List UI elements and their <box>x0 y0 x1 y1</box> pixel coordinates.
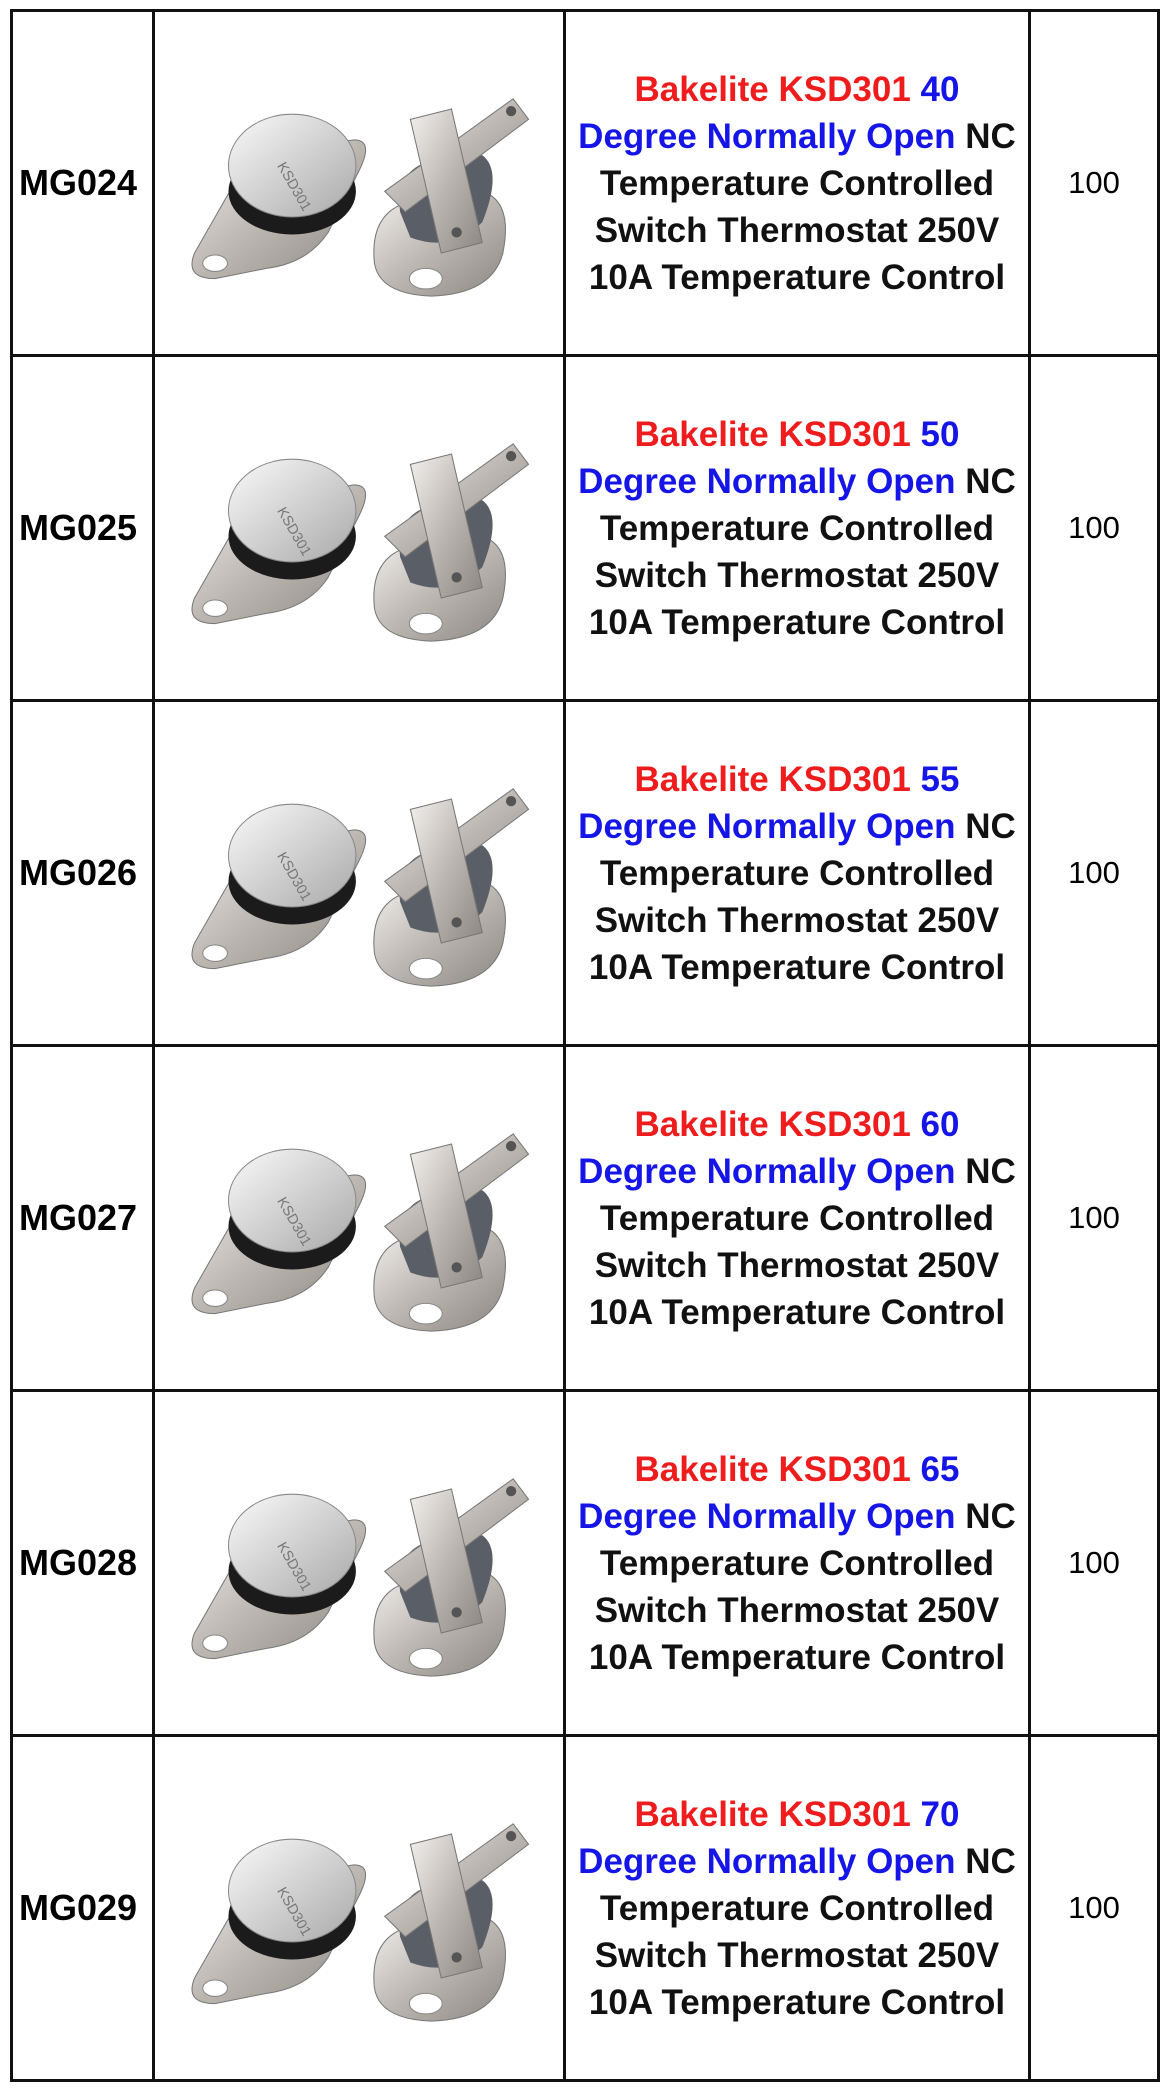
table-row: MG024 Bakelite KSD301 40 Degree Normally … <box>12 11 1159 356</box>
product-code: MG024 <box>12 11 154 356</box>
product-description: Bakelite KSD301 50 Degree Normally Open … <box>565 356 1030 701</box>
product-image <box>154 356 565 701</box>
title-red: Bakelite KSD301 <box>635 1795 911 1834</box>
product-table: MG024 Bakelite KSD301 40 Degree Normally … <box>10 9 1160 2082</box>
thermostat-image <box>174 1091 544 1341</box>
table-row: MG027 Bakelite KSD301 60 Degree Normally … <box>12 1046 1159 1391</box>
quantity: 100 <box>1030 701 1159 1046</box>
table-row: MG028 Bakelite KSD301 65 Degree Normally … <box>12 1391 1159 1736</box>
title-red: Bakelite KSD301 <box>635 1105 911 1144</box>
quantity: 100 <box>1030 1046 1159 1391</box>
quantity: 100 <box>1030 11 1159 356</box>
product-code: MG029 <box>12 1736 154 2081</box>
product-description: Bakelite KSD301 60 Degree Normally Open … <box>565 1046 1030 1391</box>
product-image <box>154 11 565 356</box>
product-description: Bakelite KSD301 40 Degree Normally Open … <box>565 11 1030 356</box>
title-red: Bakelite KSD301 <box>635 70 911 109</box>
table-body: MG024 Bakelite KSD301 40 Degree Normally … <box>12 11 1159 2081</box>
thermostat-image <box>174 746 544 996</box>
title-red: Bakelite KSD301 <box>635 415 911 454</box>
table-row: MG029 Bakelite KSD301 70 Degree Normally … <box>12 1736 1159 2081</box>
product-image <box>154 701 565 1046</box>
table-row: MG025 Bakelite KSD301 50 Degree Normally … <box>12 356 1159 701</box>
product-image <box>154 1046 565 1391</box>
title-red: Bakelite KSD301 <box>635 1450 911 1489</box>
product-code: MG026 <box>12 701 154 1046</box>
quantity: 100 <box>1030 1391 1159 1736</box>
table-row: MG026 Bakelite KSD301 55 Degree Normally … <box>12 701 1159 1046</box>
quantity: 100 <box>1030 1736 1159 2081</box>
product-description: Bakelite KSD301 55 Degree Normally Open … <box>565 701 1030 1046</box>
product-code: MG027 <box>12 1046 154 1391</box>
thermostat-image <box>174 56 544 306</box>
quantity: 100 <box>1030 356 1159 701</box>
thermostat-image <box>174 1436 544 1686</box>
product-code: MG028 <box>12 1391 154 1736</box>
product-description: Bakelite KSD301 65 Degree Normally Open … <box>565 1391 1030 1736</box>
thermostat-image <box>174 401 544 651</box>
product-image <box>154 1391 565 1736</box>
product-image <box>154 1736 565 2081</box>
thermostat-image <box>174 1781 544 2031</box>
product-code: MG025 <box>12 356 154 701</box>
product-description: Bakelite KSD301 70 Degree Normally Open … <box>565 1736 1030 2081</box>
page: {"table": {"rows": [ {"code": "MG024", "… <box>0 0 1162 2099</box>
title-red: Bakelite KSD301 <box>635 760 911 799</box>
